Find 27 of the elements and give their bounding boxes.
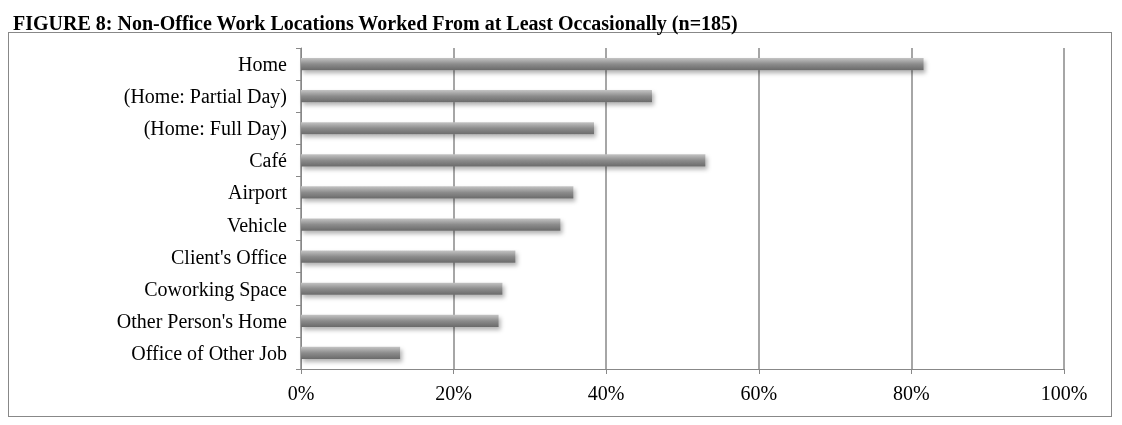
x-tick-label: 60%: [740, 382, 778, 404]
bar: [301, 57, 924, 71]
x-tick-label: 100%: [1040, 382, 1088, 404]
y-tick-label: (Home: Partial Day): [123, 85, 287, 109]
chart-title: FIGURE 8: Non-Office Work Locations Worked From at Least Occasionally (n=185): [13, 12, 738, 35]
y-tick-label: Office of Other Job: [131, 341, 287, 364]
x-tick-label: 20%: [435, 382, 472, 404]
y-tick-label: Café: [249, 149, 288, 172]
bar: [301, 314, 499, 327]
y-tick-label: Other Person's Home: [116, 309, 288, 332]
y-tick-label: Client's Office: [171, 245, 288, 268]
bar: [301, 250, 516, 263]
y-tick-label: (Home: Full Day): [143, 117, 287, 141]
y-tick-label: Home: [238, 53, 288, 76]
x-tick-label: 0%: [287, 382, 315, 404]
bar: [301, 154, 706, 167]
y-tick-label: Vehicle: [227, 213, 288, 236]
y-tick-label: Coworking Space: [144, 277, 288, 301]
bar: [301, 282, 503, 295]
y-tick-label: Airport: [228, 181, 288, 205]
x-tick-label: 40%: [587, 382, 625, 404]
bar: [301, 218, 561, 231]
bar: [301, 186, 574, 199]
bar: [301, 122, 594, 135]
bar: [301, 90, 652, 103]
bar: [301, 346, 401, 360]
x-tick-label: 80%: [893, 382, 930, 404]
